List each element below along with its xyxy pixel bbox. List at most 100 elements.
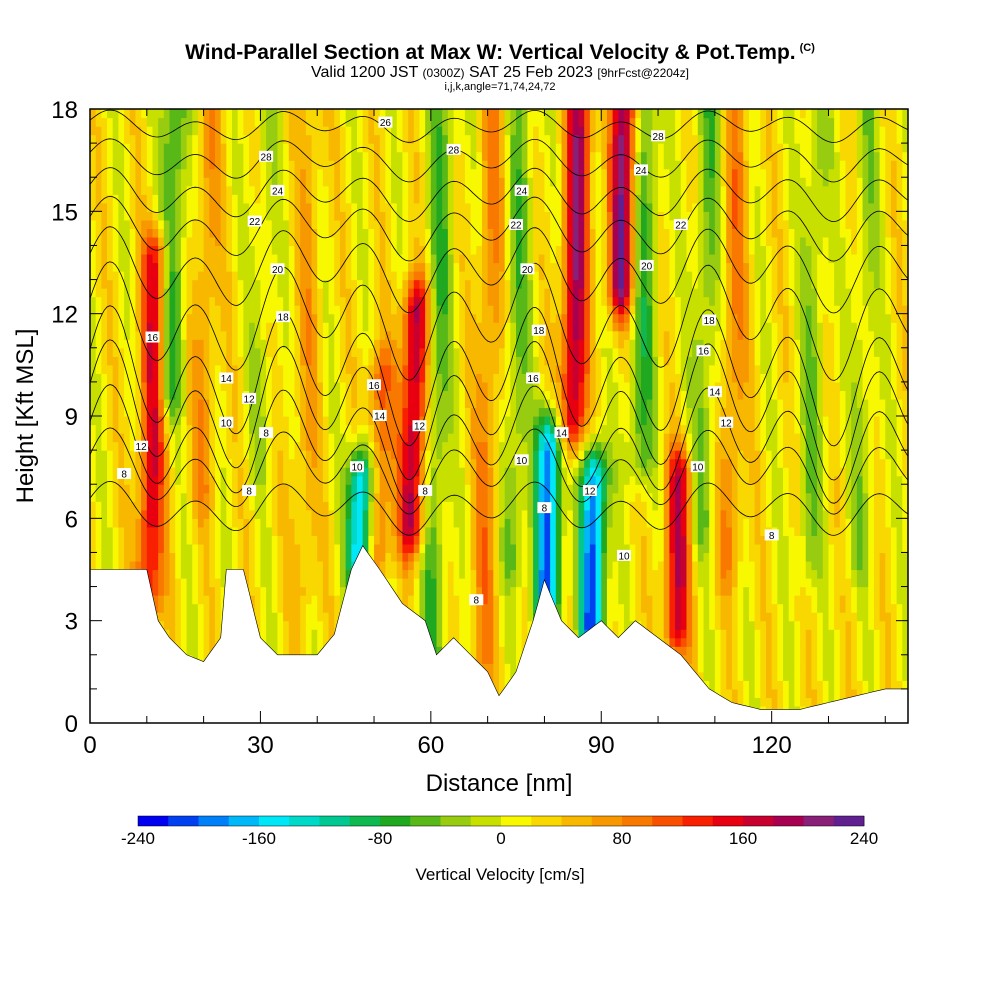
velocity-cell: [436, 595, 443, 605]
velocity-cell: [220, 228, 227, 238]
velocity-cell: [459, 620, 466, 630]
velocity-cell: [453, 245, 460, 255]
velocity-cell: [322, 143, 330, 153]
velocity-cell: [124, 450, 131, 460]
velocity-cell: [158, 467, 165, 477]
velocity-cell: [192, 629, 199, 639]
velocity-cell: [237, 458, 244, 468]
velocity-cell: [413, 117, 421, 127]
velocity-cell: [379, 313, 386, 323]
velocity-cell: [249, 143, 256, 153]
velocity-cell: [277, 560, 284, 571]
velocity-cell: [214, 322, 222, 332]
velocity-cell: [374, 305, 381, 315]
velocity-cell: [413, 450, 421, 460]
velocity-cell: [186, 646, 193, 656]
velocity-cell: [436, 305, 443, 315]
velocity-cell: [476, 168, 483, 178]
velocity-cell: [408, 450, 415, 460]
velocity-cell: [220, 219, 227, 229]
velocity-cell: [305, 151, 313, 161]
velocity-cell: [129, 211, 137, 221]
velocity-cell: [413, 228, 421, 238]
velocity-cell: [226, 518, 233, 528]
velocity-cell: [322, 433, 330, 443]
velocity-cell: [356, 356, 364, 366]
velocity-cell: [453, 330, 460, 340]
velocity-cell: [430, 526, 438, 536]
velocity-cell: [339, 151, 347, 161]
velocity-cell: [391, 219, 398, 229]
velocity-cell: [419, 228, 426, 238]
velocity-cell: [362, 305, 369, 315]
velocity-cell: [141, 373, 148, 383]
velocity-cell: [271, 492, 279, 502]
velocity-cell: [214, 492, 222, 502]
velocity-cell: [90, 219, 97, 229]
velocity-cell: [459, 637, 466, 647]
velocity-cell: [425, 535, 432, 545]
velocity-cell: [379, 398, 386, 409]
velocity-cell: [442, 364, 449, 374]
velocity-cell: [402, 296, 409, 306]
velocity-cell: [345, 364, 352, 374]
velocity-cell: [260, 305, 267, 315]
velocity-cell: [283, 117, 290, 127]
velocity-cell: [141, 143, 148, 153]
velocity-cell: [322, 211, 330, 221]
velocity-cell: [203, 450, 210, 460]
velocity-cell: [169, 117, 176, 127]
velocity-cell: [288, 330, 296, 340]
velocity-cell: [391, 126, 398, 136]
velocity-cell: [339, 296, 347, 306]
velocity-cell: [453, 228, 460, 238]
velocity-cell: [260, 492, 267, 502]
velocity-cell: [107, 398, 114, 409]
velocity-cell: [141, 509, 148, 519]
velocity-cell: [476, 373, 483, 383]
velocity-cell: [459, 313, 466, 323]
velocity-cell: [277, 407, 284, 417]
velocity-cell: [118, 126, 125, 136]
velocity-cell: [203, 509, 210, 519]
velocity-cell: [271, 620, 279, 630]
velocity-cell: [158, 526, 165, 536]
velocity-cell: [334, 569, 341, 579]
velocity-cell: [197, 603, 205, 613]
velocity-cell: [476, 211, 483, 221]
velocity-cell: [254, 117, 262, 127]
velocity-cell: [311, 364, 318, 374]
velocity-cell: [351, 552, 358, 562]
velocity-cell: [356, 518, 364, 528]
velocity-cell: [453, 492, 460, 502]
velocity-cell: [107, 535, 114, 545]
velocity-cell: [101, 560, 108, 571]
velocity-cell: [192, 322, 199, 332]
velocity-cell: [180, 313, 188, 323]
velocity-cell: [197, 219, 205, 229]
velocity-cell: [192, 228, 199, 238]
velocity-cell: [430, 347, 438, 357]
velocity-cell: [203, 646, 210, 656]
velocity-cell: [294, 552, 301, 562]
velocity-cell: [249, 475, 256, 485]
velocity-cell: [436, 117, 443, 127]
velocity-cell: [419, 518, 426, 528]
velocity-cell: [459, 458, 466, 468]
velocity-cell: [266, 322, 273, 332]
velocity-cell: [95, 552, 102, 562]
velocity-cell: [294, 271, 301, 281]
velocity-cell: [408, 543, 415, 554]
velocity-cell: [305, 330, 313, 340]
velocity-cell: [192, 390, 199, 400]
velocity-cell: [408, 518, 415, 528]
velocity-cell: [271, 151, 279, 161]
velocity-cell: [430, 330, 438, 340]
velocity-cell: [379, 424, 386, 434]
velocity-cell: [459, 143, 466, 153]
velocity-cell: [396, 322, 404, 332]
velocity-cell: [311, 219, 318, 229]
velocity-cell: [186, 296, 193, 306]
velocity-cell: [129, 339, 137, 349]
velocity-cell: [141, 390, 148, 400]
